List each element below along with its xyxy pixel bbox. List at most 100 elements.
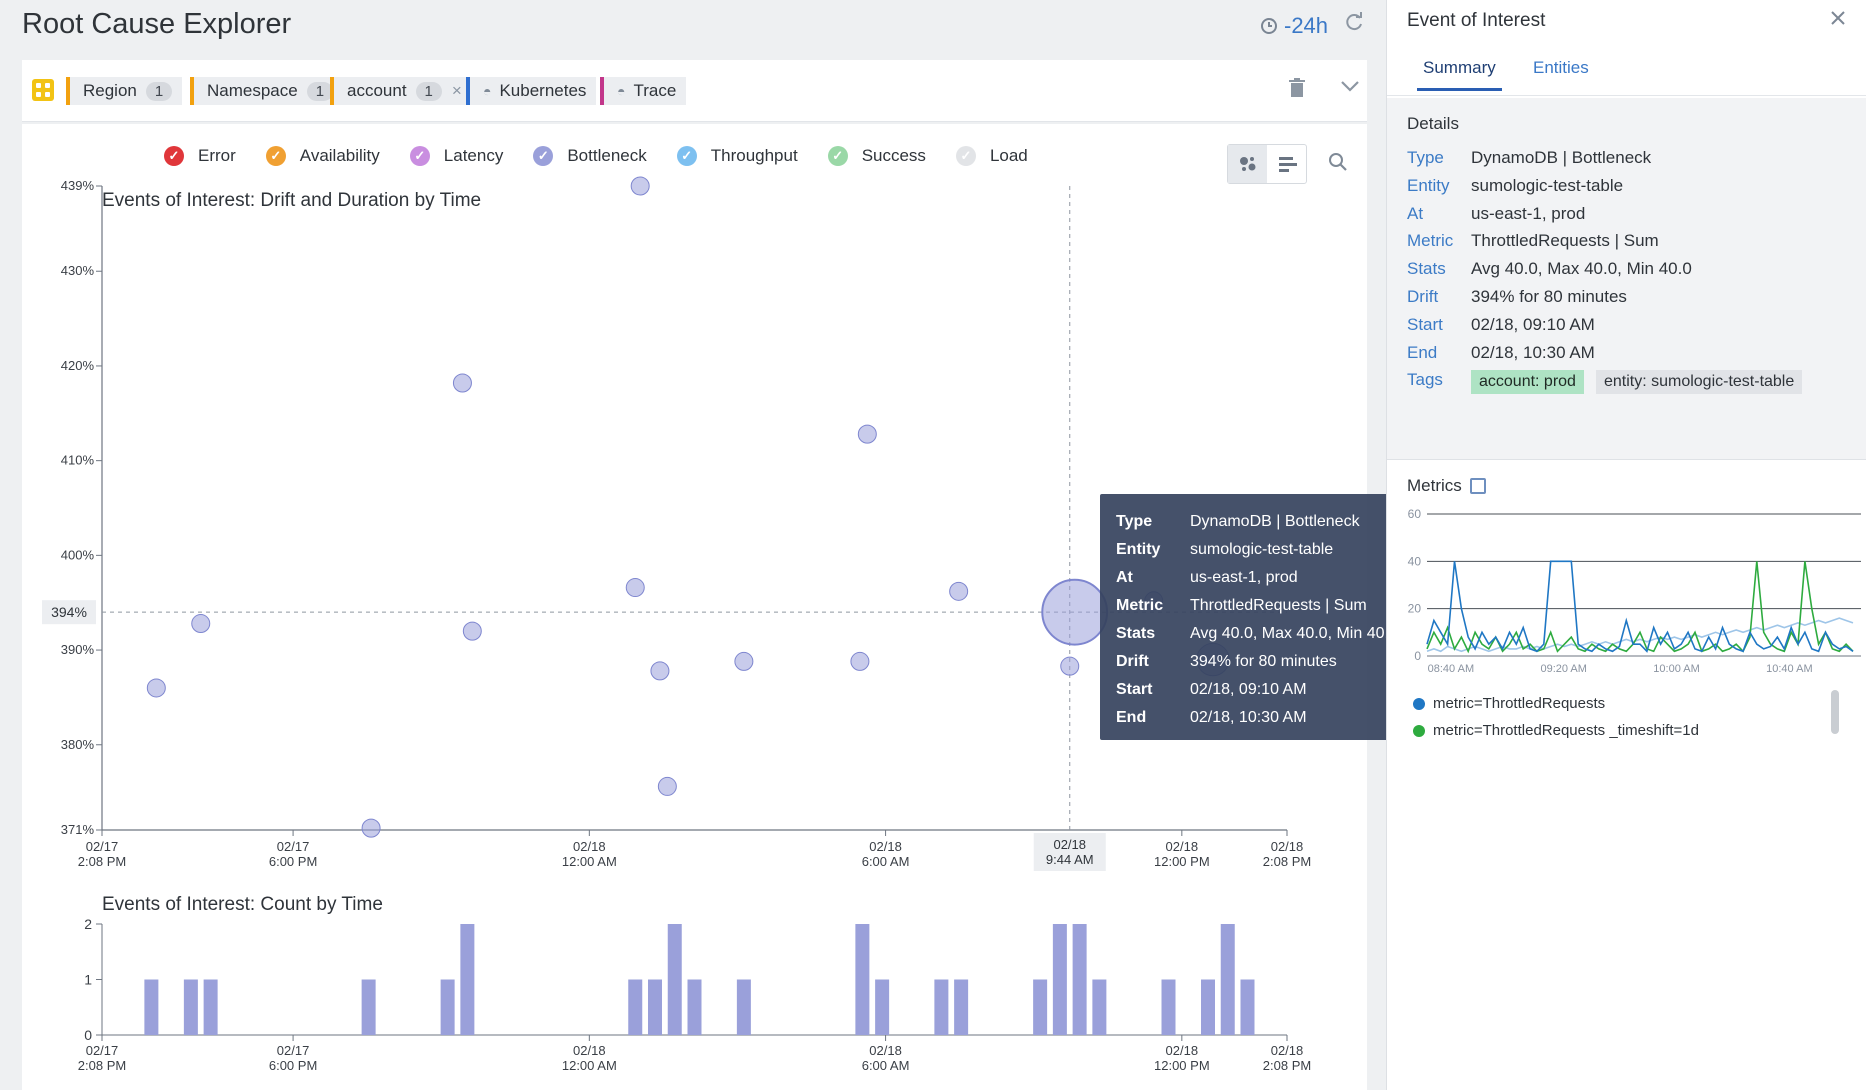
y-tick-label: 430% [61, 263, 95, 278]
filter-pill-kubernetes[interactable]: ◓ Kubernetes [466, 77, 597, 105]
tooltip-row: Metric ThrottledRequests | Sum [1116, 592, 1414, 620]
count-bar[interactable] [736, 979, 751, 1036]
legend-item-throughput[interactable]: ✓ Throughput [676, 146, 798, 166]
count-bar[interactable] [460, 924, 475, 1035]
count-bar[interactable] [648, 979, 662, 1036]
legend-item-availability[interactable]: ✓ Availability [265, 146, 380, 166]
event-point[interactable] [630, 176, 650, 196]
filter-pill-region[interactable]: Region 1 [66, 77, 183, 105]
event-point[interactable] [650, 661, 670, 681]
count-bar[interactable] [855, 924, 870, 1035]
legend-item-success[interactable]: ✓ Success [827, 146, 926, 166]
event-point[interactable] [850, 651, 870, 671]
event-point[interactable] [734, 651, 754, 671]
time-range-label: -24h [1284, 13, 1329, 38]
detail-value: Avg 40.0, Max 40.0, Min 40.0 [1471, 259, 1692, 279]
tag-chip[interactable]: account: prod [1471, 370, 1584, 395]
count-bar[interactable] [1240, 979, 1255, 1036]
event-point[interactable] [625, 578, 645, 598]
count-bar[interactable] [934, 979, 949, 1036]
count-bar[interactable] [875, 979, 890, 1036]
legend-item-load[interactable]: ✓ Load [955, 146, 1028, 166]
count-bar[interactable] [954, 979, 969, 1036]
tag-chip[interactable]: entity: sumologic-test-table [1595, 370, 1803, 395]
tooltip-row: At us-east-1, prod [1116, 564, 1414, 592]
detail-key: Drift [1407, 287, 1439, 306]
count-bar[interactable] [144, 979, 159, 1036]
event-side-panel: Event of Interest Summary Entities Detai… [1386, 0, 1866, 1090]
metric-y-tick-label: 40 [1408, 554, 1422, 568]
metric-legend-item[interactable]: metric=ThrottledRequests _timeshift=1d [1413, 722, 1699, 739]
count-bar[interactable] [183, 979, 198, 1036]
bar-x-tick-label: 6:00 AM [862, 1058, 910, 1073]
count-bar[interactable] [361, 979, 376, 1036]
filter-pill-label: account [347, 81, 407, 100]
hidden-eye-icon[interactable]: ◓ [483, 83, 492, 99]
metric-legend-item[interactable]: metric=ThrottledRequests [1413, 695, 1605, 712]
bar-x-tick-label: 02/17 [86, 1043, 119, 1058]
event-point[interactable] [146, 678, 166, 698]
tab-entities[interactable]: Entities [1533, 58, 1589, 77]
count-bar[interactable] [1201, 979, 1215, 1036]
trash-icon[interactable] [1288, 78, 1306, 104]
x-tick-label: 12:00 AM [562, 854, 617, 869]
zoom-icon[interactable] [1328, 152, 1348, 178]
detail-row-entity: Entity sumologic-test-table [1407, 176, 1623, 196]
close-icon[interactable] [1829, 6, 1847, 34]
y-tick-label: 390% [61, 642, 95, 657]
count-bar[interactable] [1092, 979, 1107, 1036]
metric-series-line [1426, 560, 1854, 653]
details-section: Details Type DynamoDB | Bottleneck Entity s… [1387, 98, 1866, 460]
filter-pill-namespace[interactable]: Namespace 1 [190, 77, 344, 105]
bar-list-icon [1278, 157, 1297, 172]
tooltip-value: 394% for 80 minutes [1190, 653, 1337, 670]
event-point[interactable] [462, 621, 482, 641]
count-bar[interactable] [1052, 924, 1067, 1035]
hidden-eye-icon[interactable]: ◓ [617, 83, 626, 99]
count-bar[interactable] [1033, 979, 1048, 1036]
event-point[interactable] [1060, 656, 1080, 676]
count-bar[interactable] [203, 979, 218, 1036]
scatter-view-button[interactable] [1228, 145, 1267, 183]
check-icon: ✓ [676, 146, 697, 166]
count-bar[interactable] [1220, 924, 1235, 1035]
event-point[interactable] [657, 776, 677, 796]
count-bar[interactable] [1161, 979, 1176, 1036]
event-point[interactable] [191, 614, 211, 634]
count-bar[interactable] [667, 924, 682, 1035]
count-bar[interactable] [440, 979, 455, 1036]
count-bar[interactable] [687, 979, 702, 1036]
count-bar[interactable] [628, 979, 643, 1036]
tab-summary[interactable]: Summary [1417, 58, 1502, 91]
event-point[interactable] [361, 818, 381, 838]
filter-pill-account[interactable]: account 1 × [330, 77, 472, 105]
page-title: Root Cause Explorer [22, 8, 292, 40]
legend-label: Throughput [710, 146, 798, 165]
open-metrics-icon[interactable] [1469, 478, 1486, 494]
count-bar[interactable] [1072, 924, 1087, 1035]
time-range-button[interactable]: -24h [1260, 13, 1328, 39]
tooltip-row: Drift 394% for 80 minutes [1116, 648, 1414, 676]
event-point[interactable] [452, 373, 472, 393]
legend-item-error[interactable]: ✓ Error [164, 146, 236, 166]
metric-y-tick-label: 20 [1408, 602, 1422, 616]
legend-item-bottleneck[interactable]: ✓ Bottleneck [533, 146, 647, 166]
filter-pill-label: Trace [633, 81, 677, 100]
chevron-down-icon[interactable] [1340, 76, 1360, 99]
legend-label: Load [989, 146, 1028, 165]
tooltip-value: 02/18, 10:30 AM [1190, 709, 1307, 726]
detail-key: Metric [1407, 231, 1454, 251]
metrics-legend-scrollbar[interactable] [1831, 690, 1839, 734]
list-view-button[interactable] [1267, 145, 1306, 183]
event-point[interactable] [857, 424, 877, 444]
event-point[interactable] [949, 581, 969, 601]
refresh-icon[interactable] [1343, 12, 1365, 41]
remove-filter-icon[interactable]: × [451, 81, 462, 100]
tooltip-row: Type DynamoDB | Bottleneck [1116, 508, 1414, 536]
legend-item-latency[interactable]: ✓ Latency [409, 146, 503, 166]
tooltip-key: Metric [1116, 597, 1164, 614]
filter-pill-trace[interactable]: ◓ Trace [600, 77, 687, 105]
event-point[interactable] [1041, 578, 1109, 646]
x-tick-label: 02/18 [1166, 839, 1199, 854]
page-header: Root Cause Explorer -24h [0, 0, 1385, 55]
